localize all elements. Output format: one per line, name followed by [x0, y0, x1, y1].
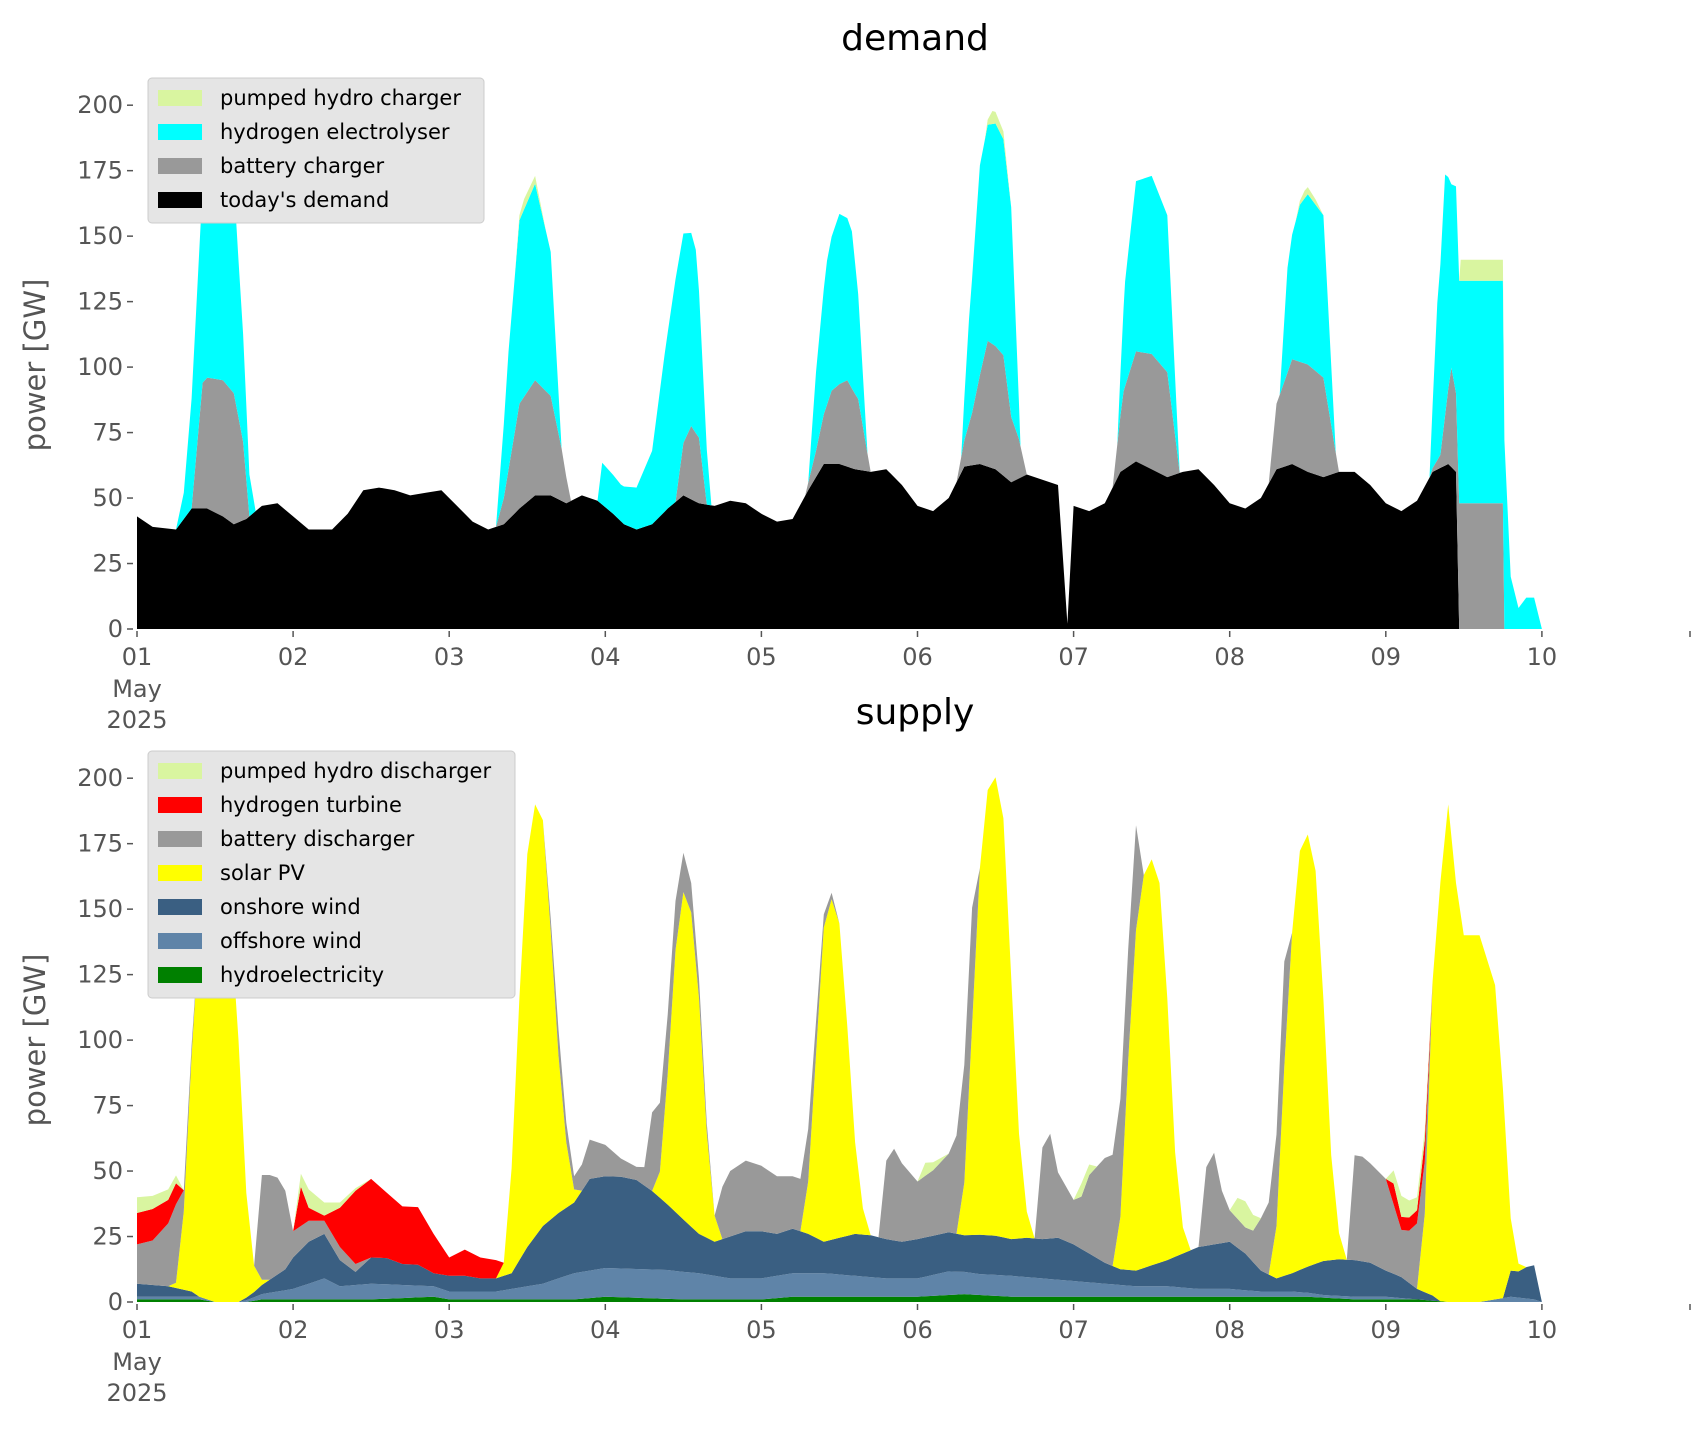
x-tick-sublabel: May	[112, 1348, 162, 1376]
supply-axes: 0 25 50 75 100 125 150 175 200 01 May 2025 02 03 04 05 0…	[77, 764, 1691, 1407]
y-tick-label: 50	[92, 1157, 123, 1185]
demand-ylabel: power [GW]	[18, 279, 52, 452]
legend-label-hydroelectricity: hydroelectricity	[220, 963, 384, 987]
legend-swatch-battery-discharger	[158, 831, 202, 847]
x-tick-label: 07	[1058, 1316, 1089, 1344]
demand-panel: demand power [GW] 0 25 50 75 100 125 150 175 200…	[18, 18, 1691, 734]
demand-axes: 0 25 50 75 100 125 150 175 200 01 May 2025 02 03 04 05 0…	[77, 91, 1691, 734]
area-today-s-demand	[137, 461, 1542, 629]
x-tick-label: 03	[434, 1316, 465, 1344]
area-hydrogen-electrolyser	[137, 123, 1542, 629]
y-tick-label: 175	[77, 830, 123, 858]
supply-ylabel: power [GW]	[18, 954, 52, 1127]
x-tick-label: 09	[1371, 1316, 1402, 1344]
legend-label-battery-charger: battery charger	[220, 154, 385, 178]
legend-swatch-hydrogen-turbine	[158, 797, 202, 813]
x-tick-label: 02	[278, 643, 309, 671]
y-tick-label: 125	[77, 961, 123, 989]
x-tick-label: 05	[746, 643, 777, 671]
legend-label-onshore-wind: onshore wind	[220, 895, 361, 919]
supply-title: supply	[856, 692, 975, 733]
area-battery-charger	[137, 340, 1542, 629]
demand-stacked-areas	[137, 111, 1542, 629]
y-tick-label: 25	[92, 1223, 123, 1251]
area-solar-pv	[137, 777, 1542, 1302]
legend-swatch-pumped-hydro-charger	[158, 90, 202, 106]
x-tick-label: 08	[1214, 643, 1245, 671]
supply-panel: supply power [GW] 0 25 50 75 100 125 150 175 200…	[18, 692, 1691, 1407]
x-tick-label: 04	[590, 643, 621, 671]
x-tick-label: 01	[122, 643, 153, 671]
x-tick-sublabel: 2025	[106, 706, 167, 734]
y-tick-label: 200	[77, 764, 123, 792]
x-tick-label: 05	[746, 1316, 777, 1344]
y-tick-label: 100	[77, 353, 123, 381]
legend-label-today-s-demand: today's demand	[220, 188, 389, 212]
legend-box	[147, 750, 516, 999]
legend-label-hydrogen-electrolyser: hydrogen electrolyser	[220, 120, 450, 144]
legend-label-pumped-hydro-discharger: pumped hydro discharger	[220, 759, 491, 783]
legend-label-offshore-wind: offshore wind	[220, 929, 362, 953]
y-tick-label: 0	[108, 1288, 123, 1316]
y-tick-label: 50	[92, 484, 123, 512]
supply-stacked-areas	[137, 777, 1542, 1302]
legend-swatch-today-s-demand	[158, 192, 202, 208]
x-tick-label: 09	[1371, 643, 1402, 671]
x-tick-label: 06	[902, 1316, 933, 1344]
x-tick-label: 07	[1058, 643, 1089, 671]
legend-swatch-battery-charger	[158, 158, 202, 174]
y-tick-label: 100	[77, 1026, 123, 1054]
legend-label-pumped-hydro-charger: pumped hydro charger	[220, 86, 461, 110]
y-tick-label: 0	[108, 615, 123, 643]
area-onshore-wind	[137, 1176, 1542, 1302]
area-battery-discharger	[137, 777, 1542, 1302]
x-tick-label: 10	[1527, 643, 1558, 671]
legend-label-battery-discharger: battery discharger	[220, 827, 415, 851]
x-tick-label: 10	[1527, 1316, 1558, 1344]
x-tick-label: 02	[278, 1316, 309, 1344]
y-tick-label: 75	[92, 1092, 123, 1120]
x-tick-label: 04	[590, 1316, 621, 1344]
legend-swatch-hydroelectricity	[158, 967, 202, 983]
legend-swatch-solar-pv	[158, 865, 202, 881]
x-tick-label: 01	[122, 1316, 153, 1344]
legend-box	[147, 77, 485, 224]
area-offshore-wind	[137, 1268, 1542, 1302]
x-tick-sublabel: 2025	[106, 1379, 167, 1407]
area-hydroelectricity	[137, 1294, 1542, 1302]
legend-label-hydrogen-turbine: hydrogen turbine	[220, 793, 402, 817]
demand-legend: pumped hydro charger hydrogen electrolyse…	[147, 77, 485, 224]
y-tick-label: 75	[92, 419, 123, 447]
y-tick-label: 150	[77, 895, 123, 923]
y-tick-label: 125	[77, 288, 123, 316]
y-tick-label: 25	[92, 550, 123, 578]
x-tick-label: 08	[1214, 1316, 1245, 1344]
supply-legend: pumped hydro discharger hydrogen turbine b…	[147, 750, 516, 999]
x-tick-sublabel: May	[112, 675, 162, 703]
legend-swatch-pumped-hydro-discharger	[158, 763, 202, 779]
legend-swatch-hydrogen-electrolyser	[158, 124, 202, 140]
y-tick-label: 200	[77, 91, 123, 119]
y-tick-label: 175	[77, 157, 123, 185]
legend-label-solar-pv: solar PV	[220, 861, 305, 885]
legend-swatch-offshore-wind	[158, 933, 202, 949]
legend-swatch-onshore-wind	[158, 899, 202, 915]
x-tick-label: 03	[434, 643, 465, 671]
x-tick-label: 06	[902, 643, 933, 671]
demand-title: demand	[841, 18, 989, 59]
y-tick-label: 150	[77, 222, 123, 250]
